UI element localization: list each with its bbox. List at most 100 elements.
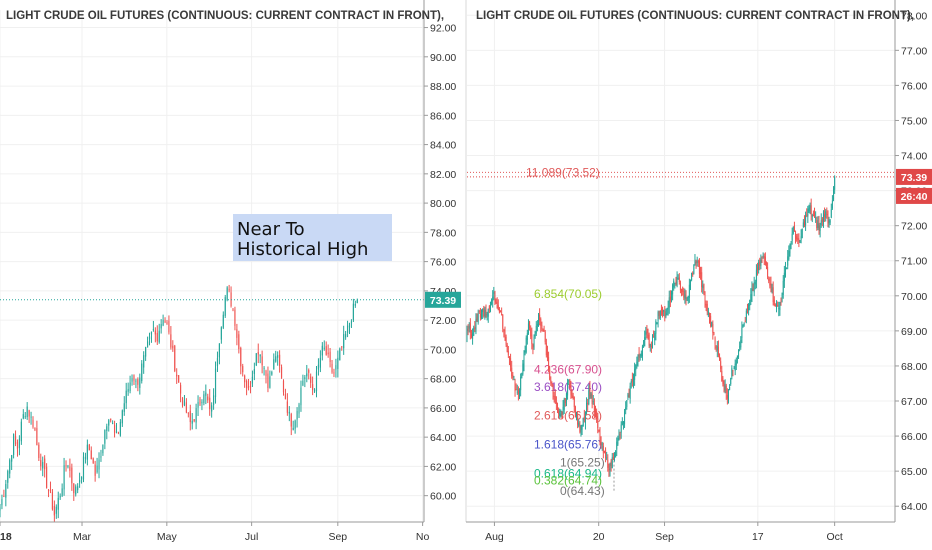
candle-body	[675, 281, 677, 285]
candle-body	[284, 393, 287, 400]
candle-body	[176, 374, 178, 377]
candle-body	[522, 363, 524, 374]
candle-body	[601, 443, 603, 446]
candle-body	[676, 276, 678, 286]
y-tick-label: 92.00	[430, 23, 456, 35]
candle-body	[193, 419, 195, 422]
candle-body	[255, 353, 257, 366]
candle-body	[554, 396, 556, 403]
candle-body	[550, 379, 552, 384]
candle-body	[777, 305, 779, 307]
candle-body	[181, 397, 184, 406]
left-gridlines	[0, 10, 424, 522]
candle-body	[682, 288, 684, 293]
candle-body	[478, 311, 480, 313]
candle-body	[612, 457, 614, 460]
candle-body	[705, 303, 707, 306]
candle-body	[511, 367, 513, 377]
candle-body	[639, 354, 641, 358]
candle-body	[750, 294, 752, 302]
candle-body	[702, 285, 704, 289]
right-chart-title: LIGHT CRUDE OIL FUTURES (CONTINUOUS: CUR…	[476, 10, 914, 22]
candle-body	[317, 364, 320, 370]
candle-body	[589, 387, 591, 397]
candle-body	[760, 259, 762, 266]
candle-body	[741, 327, 743, 339]
candle-body	[688, 284, 690, 298]
y-tick-label: 75.00	[901, 115, 927, 127]
fib-level-label: 1(65.25)	[560, 455, 605, 469]
candle-body	[294, 420, 296, 429]
candle-body	[484, 309, 486, 318]
candle-body	[596, 413, 598, 419]
y-tick-label: 70.00	[430, 344, 456, 356]
right-time-axis[interactable]: Aug 20 Sep 17 Oct	[485, 522, 843, 543]
candle-body	[628, 394, 630, 398]
candle-body	[600, 441, 602, 444]
candle-body	[626, 400, 628, 407]
left-price-axis[interactable]: 60.0062.0064.0066.0068.0070.0072.0074.00…	[424, 23, 456, 503]
candle-body	[71, 467, 73, 484]
candle-body	[263, 367, 265, 369]
candle-body	[605, 449, 607, 458]
candle-body	[570, 386, 572, 395]
candle-body	[216, 358, 219, 366]
candle-body	[292, 427, 294, 430]
candle-body	[717, 347, 719, 356]
left-time-axis[interactable]: 2018 Mar May Jul Sep No	[0, 522, 429, 543]
candle-body	[290, 414, 292, 427]
candle-body	[313, 389, 316, 392]
candle-body	[300, 387, 302, 406]
candle-body	[828, 219, 830, 224]
candle-body	[735, 360, 737, 366]
candle-body	[53, 505, 55, 516]
y-tick-label: 90.00	[430, 52, 456, 64]
candle-body	[80, 476, 83, 480]
candle-body	[224, 297, 226, 316]
candle-body	[546, 352, 548, 358]
candle-body	[86, 444, 88, 460]
candle-body	[174, 345, 176, 371]
candle-body	[9, 460, 11, 474]
candle-body	[757, 267, 759, 271]
candle-body	[534, 331, 536, 337]
candle-body	[488, 306, 490, 310]
candle-body	[489, 302, 491, 311]
candle-body	[26, 406, 28, 418]
candle-body	[288, 411, 290, 414]
candle-body	[92, 458, 94, 464]
candle-body	[630, 381, 632, 384]
candle-body	[170, 334, 172, 348]
candle-body	[587, 402, 589, 405]
candle-body	[654, 333, 656, 341]
candle-body	[713, 332, 715, 336]
candle-body	[189, 410, 191, 423]
candle-body	[773, 299, 775, 306]
candle-body	[733, 367, 735, 369]
candle-body	[515, 389, 517, 391]
candle-body	[577, 414, 579, 425]
candle-body	[765, 265, 767, 269]
candle-body	[162, 320, 164, 326]
candle-body	[636, 361, 638, 366]
candle-body	[745, 310, 747, 321]
candle-body	[491, 299, 493, 305]
candle-body	[172, 345, 174, 349]
candle-body	[306, 373, 308, 377]
candle-body	[492, 296, 494, 301]
candle-body	[720, 361, 722, 369]
candle-body	[77, 486, 79, 491]
candle-body	[319, 357, 321, 368]
fib-level-label: 6.854(70.05)	[534, 287, 602, 301]
candle-body	[466, 330, 468, 338]
candle-body	[770, 283, 772, 293]
candle-body	[643, 346, 645, 348]
annotation-box[interactable]: Near To Historical High	[233, 214, 392, 261]
candle-body	[648, 334, 650, 346]
candle-body	[691, 272, 693, 280]
candle-body	[312, 384, 314, 391]
candle-body	[629, 385, 631, 399]
candle-body	[11, 455, 13, 462]
candle-body	[501, 313, 503, 316]
